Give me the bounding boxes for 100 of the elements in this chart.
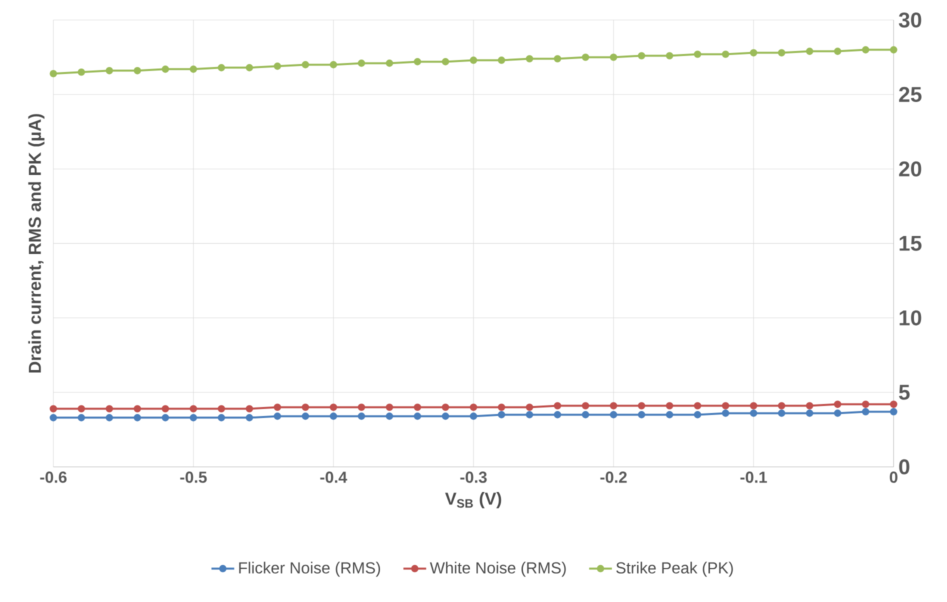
y-tick-label: 15: [900, 236, 922, 252]
x-tick-label: -0.6: [40, 472, 67, 484]
legend-label: Flicker Noise (RMS): [239, 562, 380, 577]
point: [526, 55, 534, 63]
x-tick-label: -0.3: [460, 472, 487, 484]
point: [834, 410, 842, 418]
point: [274, 62, 282, 70]
point: [778, 402, 786, 410]
point: [134, 414, 142, 422]
point: [890, 400, 898, 408]
point: [498, 56, 506, 64]
point: [330, 412, 338, 420]
point: [106, 67, 114, 75]
point: [50, 70, 58, 78]
point: [246, 64, 254, 72]
point: [694, 411, 702, 419]
point: [498, 404, 506, 412]
point: [246, 405, 254, 413]
point: [750, 410, 758, 418]
point: [694, 402, 702, 410]
y-tick-label: 10: [900, 310, 922, 326]
y-tick-label: 25: [899, 87, 922, 102]
point: [862, 46, 870, 54]
point: [218, 414, 226, 422]
point: [190, 414, 198, 422]
point: [834, 48, 842, 56]
point: [862, 400, 870, 408]
point: [666, 402, 674, 410]
point: [666, 52, 674, 60]
x-axis-title: V$_{SB}$ (V): [445, 492, 502, 508]
x-tick-label: 0: [890, 472, 898, 484]
point: [638, 402, 646, 410]
x-tick-label: -0.1: [740, 472, 767, 484]
point: [778, 49, 786, 57]
point: [666, 411, 674, 419]
point: [694, 50, 702, 58]
y-tick-label: 5: [899, 385, 910, 400]
point: [806, 410, 814, 418]
point: [806, 402, 814, 410]
y-tick-label: 20: [899, 162, 922, 177]
point: [330, 404, 338, 412]
point: [554, 402, 562, 410]
legend-label: White Noise (RMS): [430, 562, 566, 577]
point: [470, 56, 478, 64]
point: [526, 404, 534, 412]
point: [274, 412, 282, 420]
point: [218, 64, 226, 72]
point: [722, 402, 730, 410]
point: [806, 48, 814, 56]
point: [358, 60, 366, 68]
point: [442, 412, 450, 420]
point: [78, 68, 86, 76]
point: [134, 67, 142, 75]
point: [330, 61, 338, 69]
point: [414, 412, 422, 420]
point: [722, 410, 730, 418]
point: [386, 412, 394, 420]
point: [526, 411, 534, 419]
point: [638, 52, 646, 60]
point: [890, 408, 898, 416]
point: [610, 411, 618, 419]
point: [554, 55, 562, 63]
point: [302, 61, 310, 69]
point: [218, 405, 226, 413]
point: [78, 405, 86, 413]
point: [106, 405, 114, 413]
point: [610, 54, 618, 62]
x-tick-label: -0.4: [320, 472, 348, 484]
x-tick-label: -0.2: [600, 472, 627, 484]
x-tick-label: -0.5: [180, 472, 207, 484]
point: [778, 410, 786, 418]
point: [470, 404, 478, 412]
point: [414, 58, 422, 66]
point: [414, 404, 422, 412]
point: [106, 414, 114, 422]
point: [358, 412, 366, 420]
point: [162, 414, 170, 422]
point: [582, 402, 590, 410]
point: [302, 412, 310, 420]
point: [190, 66, 198, 74]
point: [722, 50, 730, 58]
point: [582, 54, 590, 62]
point: [302, 404, 310, 412]
point: [386, 404, 394, 412]
y-tick-label: 30: [898, 12, 922, 28]
point: [78, 414, 86, 422]
point: [442, 58, 450, 66]
point: [498, 411, 506, 419]
point: [554, 411, 562, 419]
point: [190, 405, 198, 413]
point: [834, 400, 842, 408]
y-axis-title: Drain current, RMS and PK (µA): [28, 114, 44, 373]
point: [50, 414, 58, 422]
point: [582, 411, 590, 419]
point: [638, 411, 646, 419]
point: [750, 402, 758, 410]
point: [862, 408, 870, 416]
point: [890, 46, 898, 54]
point: [162, 66, 170, 74]
point: [162, 405, 170, 413]
